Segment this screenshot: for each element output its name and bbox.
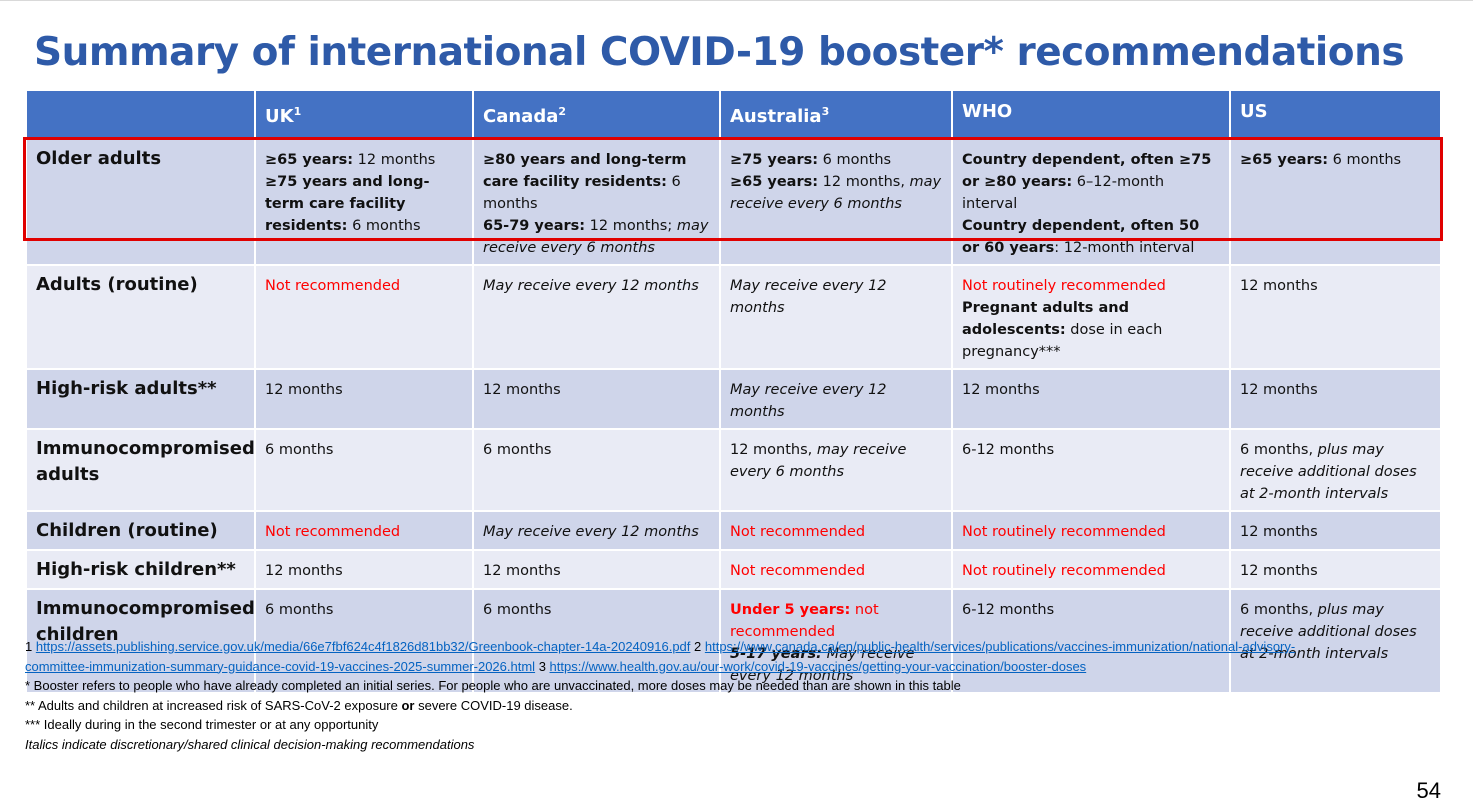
cell-uk: Not recommended <box>254 264 474 370</box>
cell-us: 12 months <box>1229 510 1442 551</box>
cell-us: 6 months, plus may receive additional do… <box>1229 588 1442 694</box>
cell-uk: Not recommended <box>254 510 474 551</box>
cell-us: 12 months <box>1229 264 1442 370</box>
cell-australia: 12 months, may receive every 6 months <box>719 428 953 512</box>
cell-uk: 12 months <box>254 549 474 590</box>
cell-us: 12 months <box>1229 549 1442 590</box>
header-us: US <box>1229 89 1442 140</box>
page-number: 54 <box>1416 778 1441 803</box>
cell-canada: May receive every 12 months <box>472 264 721 370</box>
slide-title: Summary of international COVID-19 booste… <box>34 30 1405 75</box>
cell-us: 12 months <box>1229 368 1442 430</box>
reference-links: 1 https://assets.publishing.service.gov.… <box>25 639 1296 674</box>
cell-canada: 12 months <box>472 368 721 430</box>
row-label: High-risk adults** <box>25 368 256 430</box>
table-row-immunocompromised-adults: Immunocompromised adults 6 months 6 mont… <box>25 428 1442 512</box>
cell-who: Country dependent, often ≥75 or ≥80 year… <box>951 138 1231 266</box>
footnotes: 1 https://assets.publishing.service.gov.… <box>25 637 1325 754</box>
cell-who: Not routinely recommended <box>951 549 1231 590</box>
row-label: Immunocompromised adults <box>25 428 256 512</box>
cell-canada: May receive every 12 months <box>472 510 721 551</box>
row-label: Immunocompromised children <box>25 588 256 694</box>
booster-recommendations-table: UK1 Canada2 Australia3 WHO US Older adul… <box>25 89 1442 694</box>
cell-who: 6-12 months <box>951 588 1231 694</box>
cell-canada: 6 months <box>472 588 721 694</box>
table-row-high-risk-adults: High-risk adults** 12 months 12 months M… <box>25 368 1442 430</box>
cell-us: 6 months, plus may receive additional do… <box>1229 428 1442 512</box>
cell-uk: 12 months <box>254 368 474 430</box>
cell-who: Not routinely recommended <box>951 510 1231 551</box>
table-row-adults-routine: Adults (routine) Not recommended May rec… <box>25 264 1442 370</box>
header-canada: Canada2 <box>472 89 721 140</box>
table-row-immunocompromised-children: Immunocompromised children 6 months 6 mo… <box>25 588 1442 694</box>
table-row-older-adults: Older adults ≥65 years: 12 months ≥75 yea… <box>25 138 1442 266</box>
reference-link-uk[interactable]: https://assets.publishing.service.gov.uk… <box>35 639 691 654</box>
header-blank-cell <box>25 89 256 140</box>
cell-australia: May receive every 12 months <box>719 368 953 430</box>
reference-link-canada[interactable]: https://www.canada.ca/en/public-health/s… <box>25 639 1296 674</box>
cell-canada: 12 months <box>472 549 721 590</box>
table-header-row: UK1 Canada2 Australia3 WHO US <box>25 89 1442 140</box>
cell-who: 12 months <box>951 368 1231 430</box>
cell-us: ≥65 years: 6 months <box>1229 138 1442 266</box>
header-australia: Australia3 <box>719 89 953 140</box>
row-label: Older adults <box>25 138 256 266</box>
cell-australia: Under 5 years: not recommended 5-17 years… <box>719 588 953 694</box>
slide-top-border <box>0 0 1473 1</box>
cell-canada: 6 months <box>472 428 721 512</box>
cell-australia: Not recommended <box>719 510 953 551</box>
cell-canada: ≥80 years and long-term care facility re… <box>472 138 721 266</box>
cell-uk: 6 months <box>254 588 474 694</box>
header-who: WHO <box>951 89 1231 140</box>
cell-who: Not routinely recommended Pregnant adults… <box>951 264 1231 370</box>
cell-australia: May receive every 12 months <box>719 264 953 370</box>
table-row-children-routine: Children (routine) Not recommended May r… <box>25 510 1442 551</box>
cell-australia: ≥75 years: 6 months ≥65 years: 12 months,… <box>719 138 953 266</box>
table-row-high-risk-children: High-risk children** 12 months 12 months… <box>25 549 1442 590</box>
row-label: Adults (routine) <box>25 264 256 370</box>
row-label: Children (routine) <box>25 510 256 551</box>
footnote-italics: Italics indicate discretionary/shared cl… <box>25 736 475 752</box>
footnote-trimester: *** Ideally during in the second trimest… <box>25 717 379 732</box>
cell-who: 6-12 months <box>951 428 1231 512</box>
footnote-risk: ** Adults and children at increased risk… <box>25 697 573 713</box>
reference-link-australia[interactable]: https://www.health.gov.au/our-work/covid… <box>549 658 1087 674</box>
row-label: High-risk children** <box>25 549 256 590</box>
cell-australia: Not recommended <box>719 549 953 590</box>
footnote-booster: * Booster refers to people who have alre… <box>25 678 961 693</box>
cell-uk: ≥65 years: 12 months ≥75 years and long-t… <box>254 138 474 266</box>
cell-uk: 6 months <box>254 428 474 512</box>
header-uk: UK1 <box>254 89 474 140</box>
